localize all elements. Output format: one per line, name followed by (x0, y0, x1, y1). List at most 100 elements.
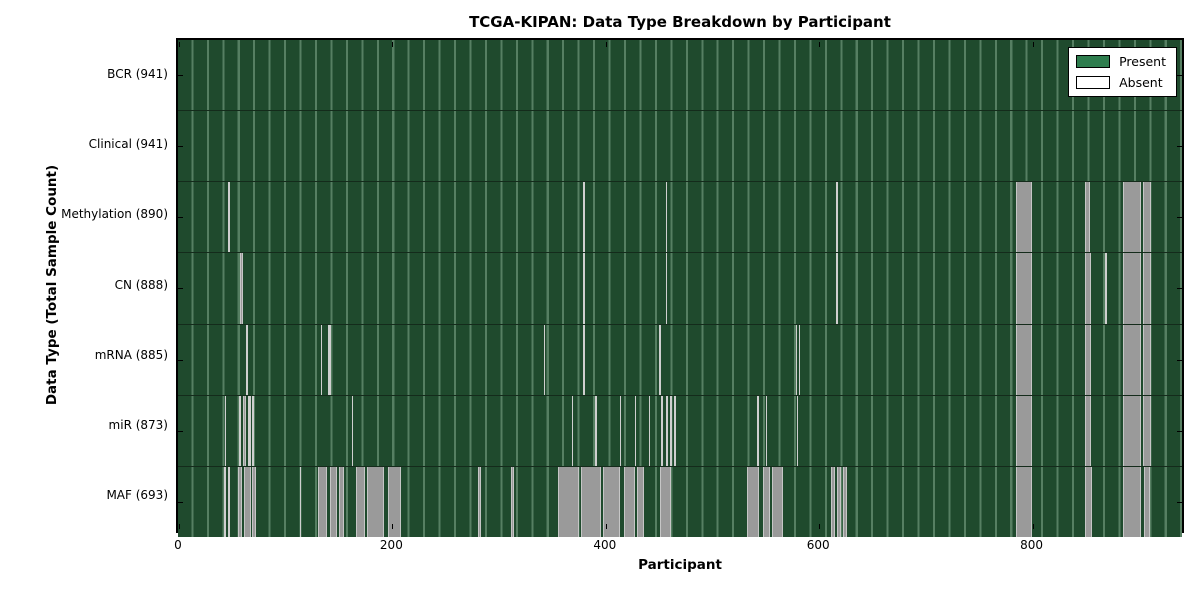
absent-stripe (595, 395, 597, 466)
absent-stripe (619, 395, 622, 466)
absent-stripe (661, 395, 664, 466)
absent-stripe (1142, 253, 1152, 324)
absent-stripe (660, 466, 671, 537)
absent-stripe (665, 395, 668, 466)
chart-title: TCGA-KIPAN: Data Type Breakdown by Parti… (469, 13, 891, 31)
x-tick-label: 0 (174, 538, 182, 552)
absent-stripe (1142, 182, 1152, 253)
absent-stripe (237, 466, 242, 537)
legend-swatch-present (1076, 55, 1111, 68)
y-tick-label: MAF (693) (106, 487, 168, 502)
absent-stripe (388, 466, 401, 537)
x-tick-mark (605, 42, 607, 47)
absent-stripe (830, 466, 836, 537)
y-tick-mark (1177, 75, 1182, 77)
absent-stripe (510, 466, 515, 537)
legend-swatch-absent (1076, 76, 1111, 89)
absent-stripe (669, 395, 672, 466)
absent-stripe (842, 466, 847, 537)
absent-stripe (317, 466, 328, 537)
legend-item-absent: Absent (1076, 75, 1166, 90)
absent-stripe (836, 253, 838, 324)
x-tick-label: 400 (593, 538, 617, 552)
row-bcr (178, 40, 1182, 111)
y-tick-mark (178, 75, 183, 77)
absent-stripe (583, 324, 585, 395)
absent-stripe (602, 466, 620, 537)
y-tick-label: miR (873) (108, 417, 168, 432)
absent-stripe (1015, 395, 1032, 466)
legend-label-absent: Absent (1119, 75, 1163, 90)
absent-stripe (665, 182, 667, 253)
absent-stripe (796, 395, 799, 466)
absent-stripe (351, 395, 354, 466)
y-tick-mark (178, 217, 183, 219)
absent-stripe (239, 253, 244, 324)
y-tick-label: mRNA (885) (94, 347, 168, 362)
legend-label-present: Present (1119, 54, 1166, 69)
absent-stripe (329, 466, 337, 537)
y-tick-mark (178, 501, 183, 503)
absent-stripe (798, 324, 801, 395)
x-tick-mark (179, 42, 180, 47)
plot-area: Present Absent (176, 38, 1184, 537)
y-tick-mark (1177, 288, 1182, 290)
absent-stripe (746, 466, 760, 537)
absent-stripe (659, 324, 662, 395)
absent-stripe (583, 253, 585, 324)
absent-stripe (543, 324, 546, 395)
absent-stripe (251, 395, 254, 466)
absent-stripe (243, 395, 247, 466)
absent-stripe (571, 395, 574, 466)
absent-stripe (1084, 182, 1091, 253)
absent-stripe (1084, 253, 1092, 324)
y-tick-mark (1177, 146, 1182, 148)
absent-stripe (356, 466, 365, 537)
absent-stripe (1015, 324, 1032, 395)
absent-stripe (366, 466, 384, 537)
absent-stripe (477, 466, 481, 537)
absent-stripe (1015, 466, 1032, 537)
legend-item-present: Present (1076, 54, 1166, 69)
x-tick-mark (179, 524, 180, 529)
x-tick-mark (819, 524, 821, 529)
x-tick-mark (1032, 524, 1034, 529)
absent-stripe (1123, 395, 1142, 466)
absent-stripe (228, 182, 230, 253)
absent-stripe (757, 395, 759, 466)
absent-stripe (837, 466, 841, 537)
y-tick-mark (1177, 217, 1182, 219)
y-tick-label: Methylation (890) (61, 207, 168, 222)
absent-stripe (299, 466, 302, 537)
absent-stripe (320, 324, 323, 395)
row-mrna (178, 323, 1182, 395)
y-tick-label: Clinical (941) (88, 137, 168, 152)
row-mir (178, 394, 1182, 466)
absent-stripe (238, 395, 241, 466)
absent-stripe (648, 395, 650, 466)
absent-stripe (762, 466, 771, 537)
absent-stripe (1105, 253, 1107, 324)
row-methylation (178, 181, 1182, 253)
y-tick-mark (178, 146, 183, 148)
x-tick-label: 800 (1020, 538, 1043, 552)
absent-stripe (557, 466, 580, 537)
absent-stripe (583, 182, 585, 253)
absent-stripe (1123, 466, 1142, 537)
absent-stripe (836, 182, 838, 253)
absent-stripe (244, 466, 251, 537)
absent-stripe (328, 324, 331, 395)
y-tick-mark (1177, 430, 1182, 432)
absent-stripe (228, 466, 231, 537)
absent-stripe (634, 395, 637, 466)
x-tick-label: 600 (806, 538, 830, 552)
x-tick-mark (1032, 42, 1034, 47)
x-axis-label: Participant (638, 557, 722, 573)
absent-stripe (765, 395, 768, 466)
x-tick-mark (392, 524, 394, 529)
x-tick-label: 200 (379, 538, 403, 552)
absent-stripe (1084, 324, 1092, 395)
absent-stripe (1084, 466, 1093, 537)
y-tick-mark (178, 359, 183, 361)
